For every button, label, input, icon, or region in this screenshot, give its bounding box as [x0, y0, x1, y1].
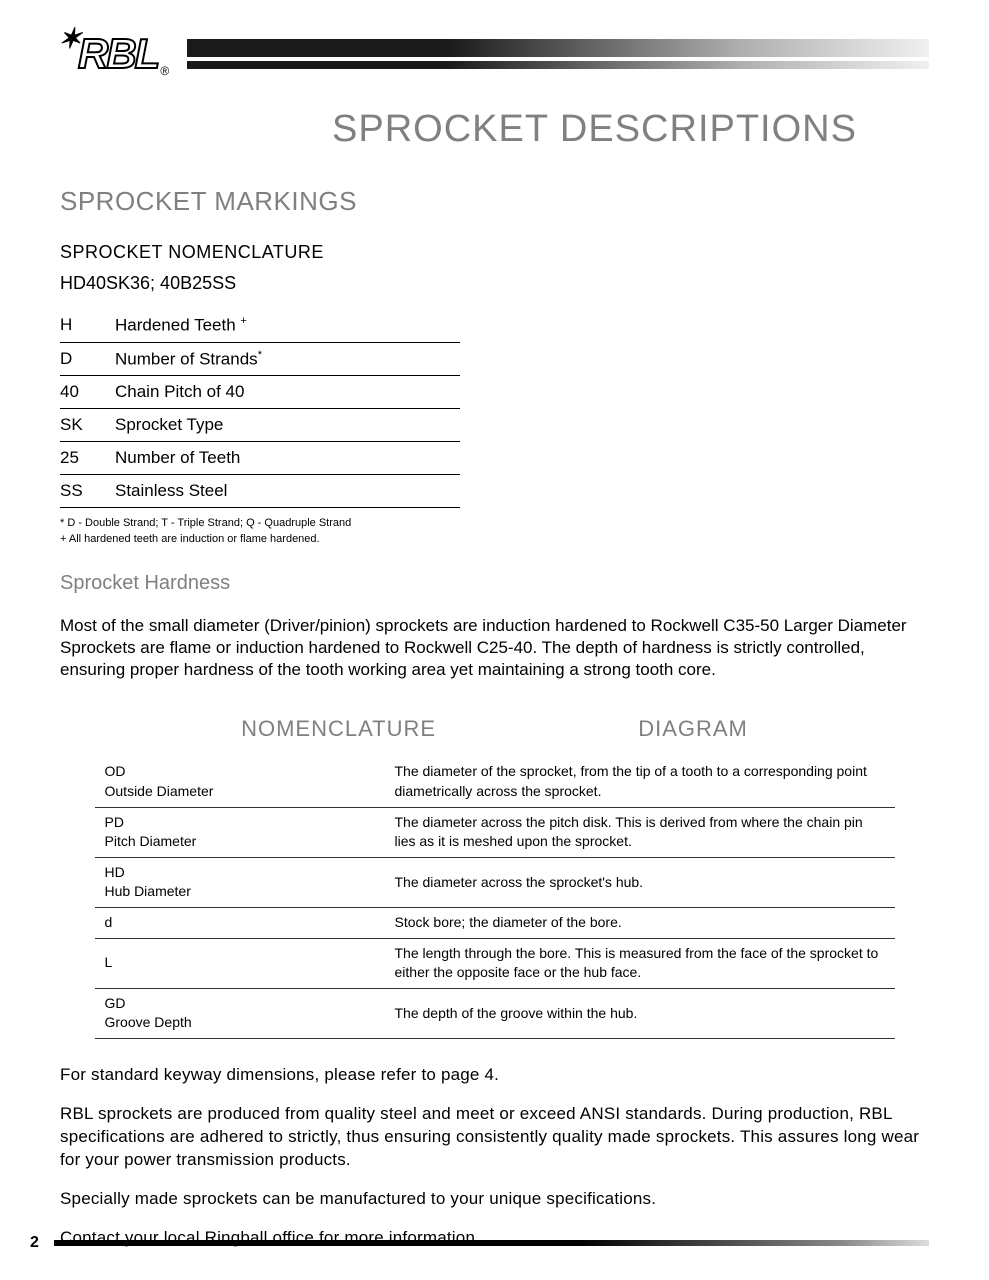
table-row: d Stock bore; the diameter of the bore.: [95, 907, 895, 938]
nomen-desc: Stock bore; the diameter of the bore.: [385, 907, 895, 938]
logo-spark-icon: ✶: [58, 22, 79, 55]
diagram-header: DIAGRAM: [638, 716, 748, 742]
table-row: L The length through the bore. This is m…: [95, 938, 895, 988]
marking-code: D: [60, 342, 115, 376]
marking-desc: Number of Teeth: [115, 442, 460, 475]
markings-section-title: SPROCKET MARKINGS: [60, 186, 929, 217]
table-row: H Hardened Teeth +: [60, 309, 460, 342]
footnote-hardened: + All hardened teeth are induction or fl…: [60, 532, 929, 547]
table-row: HD Hub Diameter The diameter across the …: [95, 857, 895, 907]
table-row: OD Outside Diameter The diameter of the …: [95, 757, 895, 807]
nomenclature-header: NOMENCLATURE: [241, 716, 436, 742]
table-row: GD Groove Depth The depth of the groove …: [95, 988, 895, 1038]
logo-text: RBL: [78, 30, 158, 77]
nomen-desc: The length through the bore. This is mea…: [385, 938, 895, 988]
header-gradient-bars: [187, 39, 929, 69]
marking-desc: Number of Strands*: [115, 342, 460, 376]
footnote-strand: * D - Double Strand; T - Triple Strand; …: [60, 516, 929, 531]
header-bar-bottom: [187, 61, 929, 69]
keyway-reference: For standard keyway dimensions, please r…: [60, 1064, 929, 1087]
nomenclature-label: SPROCKET NOMENCLATURE: [60, 242, 929, 263]
table-row: SK Sprocket Type: [60, 409, 460, 442]
marking-code: 25: [60, 442, 115, 475]
nomen-desc: The diameter of the sprocket, from the t…: [385, 757, 895, 807]
nomen-term: OD Outside Diameter: [95, 757, 385, 807]
marking-code: 40: [60, 376, 115, 409]
hardness-text: Most of the small diameter (Driver/pinio…: [60, 615, 929, 681]
nomen-term: GD Groove Depth: [95, 988, 385, 1038]
hardness-title: Sprocket Hardness: [60, 572, 929, 595]
nomen-term: d: [95, 907, 385, 938]
nomenclature-table: OD Outside Diameter The diameter of the …: [95, 757, 895, 1039]
table-row: 40 Chain Pitch of 40: [60, 376, 460, 409]
page-number: 2: [30, 1234, 39, 1252]
page-header: ✶ RBL®: [60, 30, 929, 78]
table-row: D Number of Strands*: [60, 342, 460, 376]
nomen-term: L: [95, 938, 385, 988]
custom-text: Specially made sprockets can be manufact…: [60, 1188, 929, 1211]
markings-table: H Hardened Teeth + D Number of Strands* …: [60, 309, 460, 508]
nomen-desc: The diameter across the pitch disk. This…: [385, 807, 895, 857]
footer-gradient-bar: [54, 1240, 929, 1246]
page-title: SPROCKET DESCRIPTIONS: [260, 108, 929, 151]
marking-code: H: [60, 309, 115, 342]
table-row: PD Pitch Diameter The diameter across th…: [95, 807, 895, 857]
page-footer: 2: [30, 1234, 929, 1252]
quality-text: RBL sprockets are produced from quality …: [60, 1103, 929, 1172]
footnotes: * D - Double Strand; T - Triple Strand; …: [60, 516, 929, 547]
nomen-desc: The diameter across the sprocket's hub.: [385, 857, 895, 907]
marking-desc: Stainless Steel: [115, 475, 460, 508]
nomen-term: HD Hub Diameter: [95, 857, 385, 907]
marking-code: SK: [60, 409, 115, 442]
nomen-diagram-headers: NOMENCLATURE DIAGRAM: [60, 716, 929, 742]
nomen-term: PD Pitch Diameter: [95, 807, 385, 857]
marking-code: SS: [60, 475, 115, 508]
nomenclature-example: HD40SK36; 40B25SS: [60, 273, 929, 294]
nomen-desc: The depth of the groove within the hub.: [385, 988, 895, 1038]
rbl-logo: ✶ RBL®: [60, 30, 167, 78]
logo-registered: ®: [160, 64, 167, 78]
table-row: 25 Number of Teeth: [60, 442, 460, 475]
marking-desc: Hardened Teeth +: [115, 309, 460, 342]
marking-desc: Chain Pitch of 40: [115, 376, 460, 409]
table-row: SS Stainless Steel: [60, 475, 460, 508]
marking-desc: Sprocket Type: [115, 409, 460, 442]
header-bar-top: [187, 39, 929, 57]
